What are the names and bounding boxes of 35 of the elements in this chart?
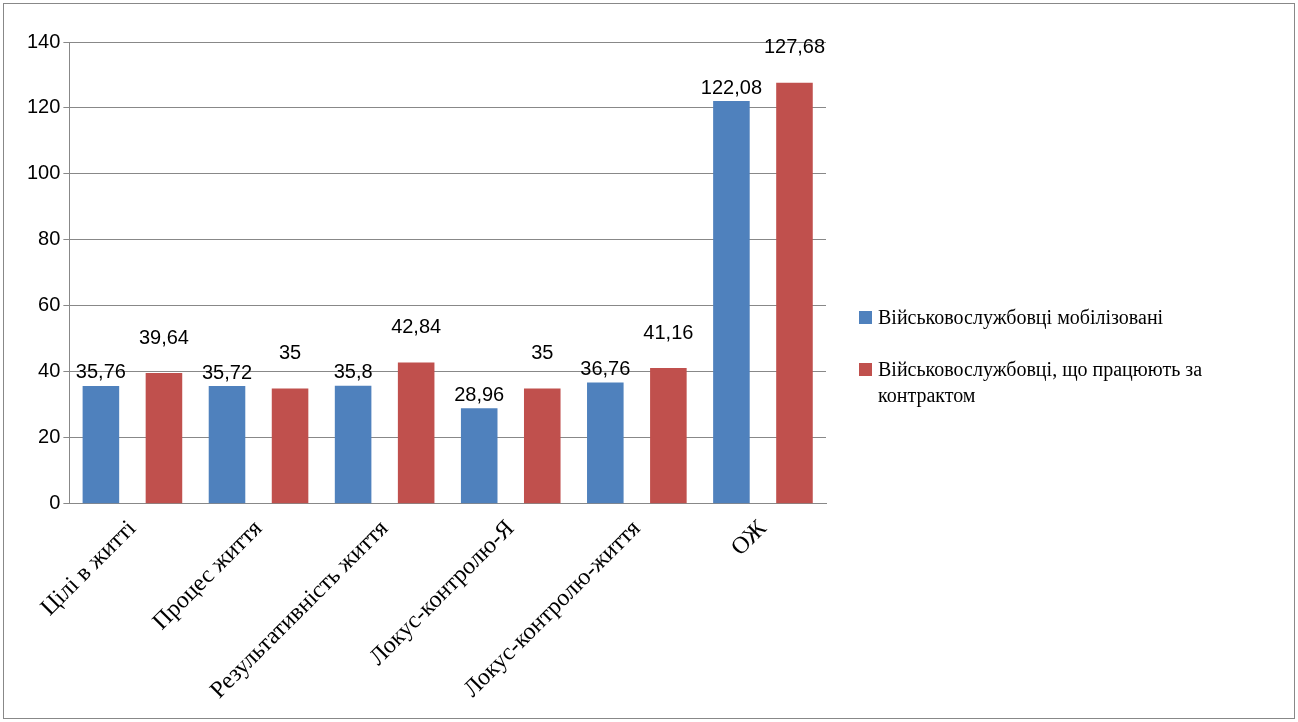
- y-tick-label: 120: [26, 95, 61, 118]
- y-tick-label: 60: [38, 293, 61, 316]
- data-label: 127,68: [763, 35, 826, 58]
- y-tick-label: 140: [26, 29, 61, 52]
- bar: [460, 408, 498, 504]
- bar: [587, 382, 624, 504]
- data-label: 36,76: [580, 357, 631, 380]
- data-label: 35,72: [201, 360, 253, 383]
- legend-label: Військовослужбовці мобілізовані: [878, 305, 1164, 330]
- bar: [208, 386, 246, 504]
- bar: [776, 82, 813, 504]
- legend-label: Військовослужбовці, що працюють за контрактом: [878, 357, 1204, 408]
- y-tick-label: 20: [38, 425, 61, 448]
- bar: [397, 362, 435, 504]
- data-label: 35: [531, 340, 554, 363]
- x-tick-label: ОЖ: [725, 514, 772, 561]
- bar: [523, 388, 561, 504]
- data-label: 35,76: [75, 360, 126, 383]
- bar: [334, 385, 372, 504]
- bar: [271, 388, 309, 504]
- y-tick-label: 80: [38, 227, 61, 250]
- data-label: 41,16: [643, 320, 694, 343]
- bar: [713, 101, 750, 504]
- y-tick-label: 100: [26, 161, 61, 184]
- data-label: 39,64: [138, 325, 189, 348]
- y-tick-label: 0: [49, 491, 61, 514]
- data-label: 122,08: [700, 75, 763, 98]
- y-tick-label: 40: [38, 359, 61, 382]
- bar: [145, 373, 183, 504]
- bar: [650, 368, 687, 504]
- bar: [82, 385, 120, 504]
- data-label: 35,8: [333, 360, 373, 383]
- data-label: 42,84: [391, 315, 442, 338]
- data-label: 28,96: [454, 382, 505, 405]
- data-label: 35: [278, 340, 302, 363]
